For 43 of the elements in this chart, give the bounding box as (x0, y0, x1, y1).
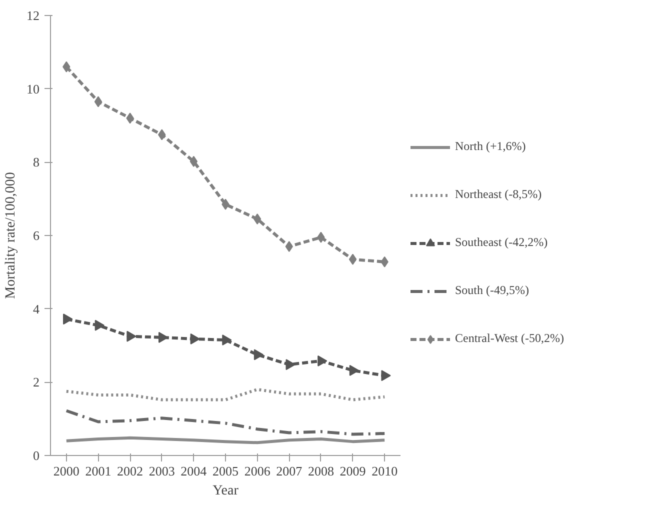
x-tick-label: 2004 (180, 464, 208, 478)
x-tick-label: 2010 (372, 464, 398, 478)
point (158, 332, 168, 343)
y-axis-title: Mortality rate/100,000 (4, 172, 18, 299)
x-tick-label: 2008 (308, 464, 334, 478)
point (318, 355, 328, 366)
line-series (64, 388, 386, 402)
point (126, 330, 136, 342)
point (63, 314, 73, 325)
point (190, 333, 200, 344)
x-tick-label: 2009 (340, 464, 366, 478)
y-tick-label: 2 (33, 374, 40, 390)
legend-label: Central-West (-50,2%) (455, 331, 564, 346)
x-tick-label: 2007 (276, 464, 303, 478)
point (190, 156, 198, 167)
x-axis-title: Year (212, 484, 239, 498)
point (349, 364, 360, 376)
y-tick-label: 12 (26, 8, 40, 23)
point (285, 241, 293, 252)
point (222, 334, 232, 346)
point (348, 254, 357, 265)
y-tick-label: 10 (26, 81, 40, 96)
x-tick-label: 2003 (148, 464, 175, 478)
legend-label: North (+1,6%) (455, 139, 526, 154)
line-series (64, 409, 386, 436)
x-tick-label: 2000 (53, 464, 80, 478)
x-tick-label: 2005 (212, 464, 238, 478)
x-tick-label: 2002 (117, 464, 144, 478)
legend-label: Northeast (-8,5%) (455, 187, 542, 202)
y-tick-label: 4 (33, 301, 40, 316)
y-tick-label: 6 (33, 228, 40, 243)
legend-label: Southeast (-42,2%) (455, 235, 548, 250)
point (381, 370, 391, 382)
point (286, 359, 296, 370)
y-tick-label: 0 (33, 448, 40, 463)
point (253, 214, 262, 224)
point (94, 96, 102, 108)
y-tick-label: 8 (33, 154, 40, 170)
x-tick-label: 2001 (85, 464, 112, 478)
point (254, 349, 264, 360)
legend-label: South (-49,5%) (455, 283, 529, 298)
x-tick-label: 2006 (244, 464, 271, 478)
point (94, 320, 104, 331)
